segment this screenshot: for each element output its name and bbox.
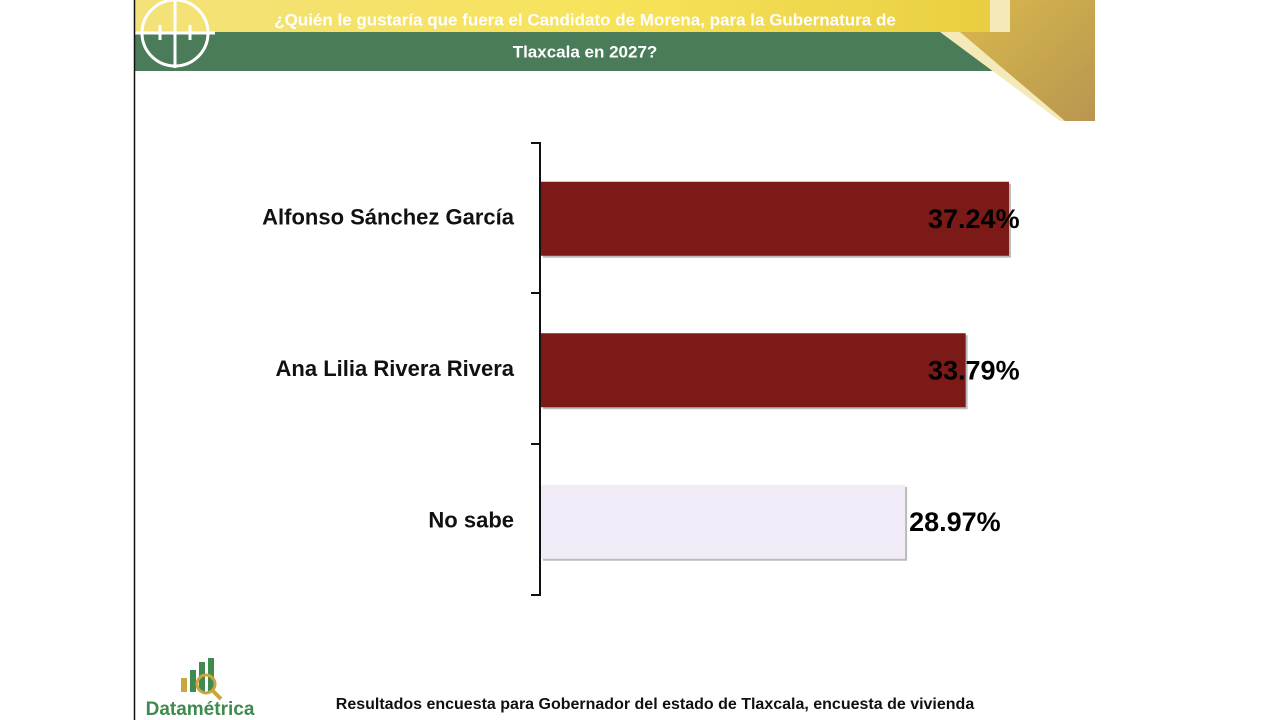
bar: [541, 333, 966, 408]
logo-icon: [181, 658, 223, 701]
footer-note: Resultados encuesta para Gobernador del …: [336, 696, 975, 713]
header-stripe: [960, 0, 1095, 121]
value-label: 37.24%: [928, 204, 1020, 234]
value-label: 28.97%: [909, 507, 1001, 537]
value-label: 33.79%: [928, 355, 1020, 385]
crosshair-icon: [135, 0, 215, 68]
category-axis: [531, 142, 541, 596]
plot: Alfonso Sánchez García 37.24% Ana Lilia Ri…: [262, 181, 1020, 561]
category-label: Ana Lilia Rivera Rivera: [276, 356, 515, 381]
chart-title: Tlaxcala en 2027?: [513, 42, 658, 61]
category-label: Alfonso Sánchez García: [262, 205, 515, 230]
category-label: No sabe: [428, 508, 514, 533]
bar: [541, 181, 1009, 256]
header-green: [135, 32, 1095, 71]
chart-title: ¿Quién le gustaría que fuera el Candidat…: [274, 10, 896, 29]
logo-text: Datamétrica: [146, 699, 255, 720]
bar: [541, 484, 906, 559]
header-gold: [135, 0, 1095, 34]
